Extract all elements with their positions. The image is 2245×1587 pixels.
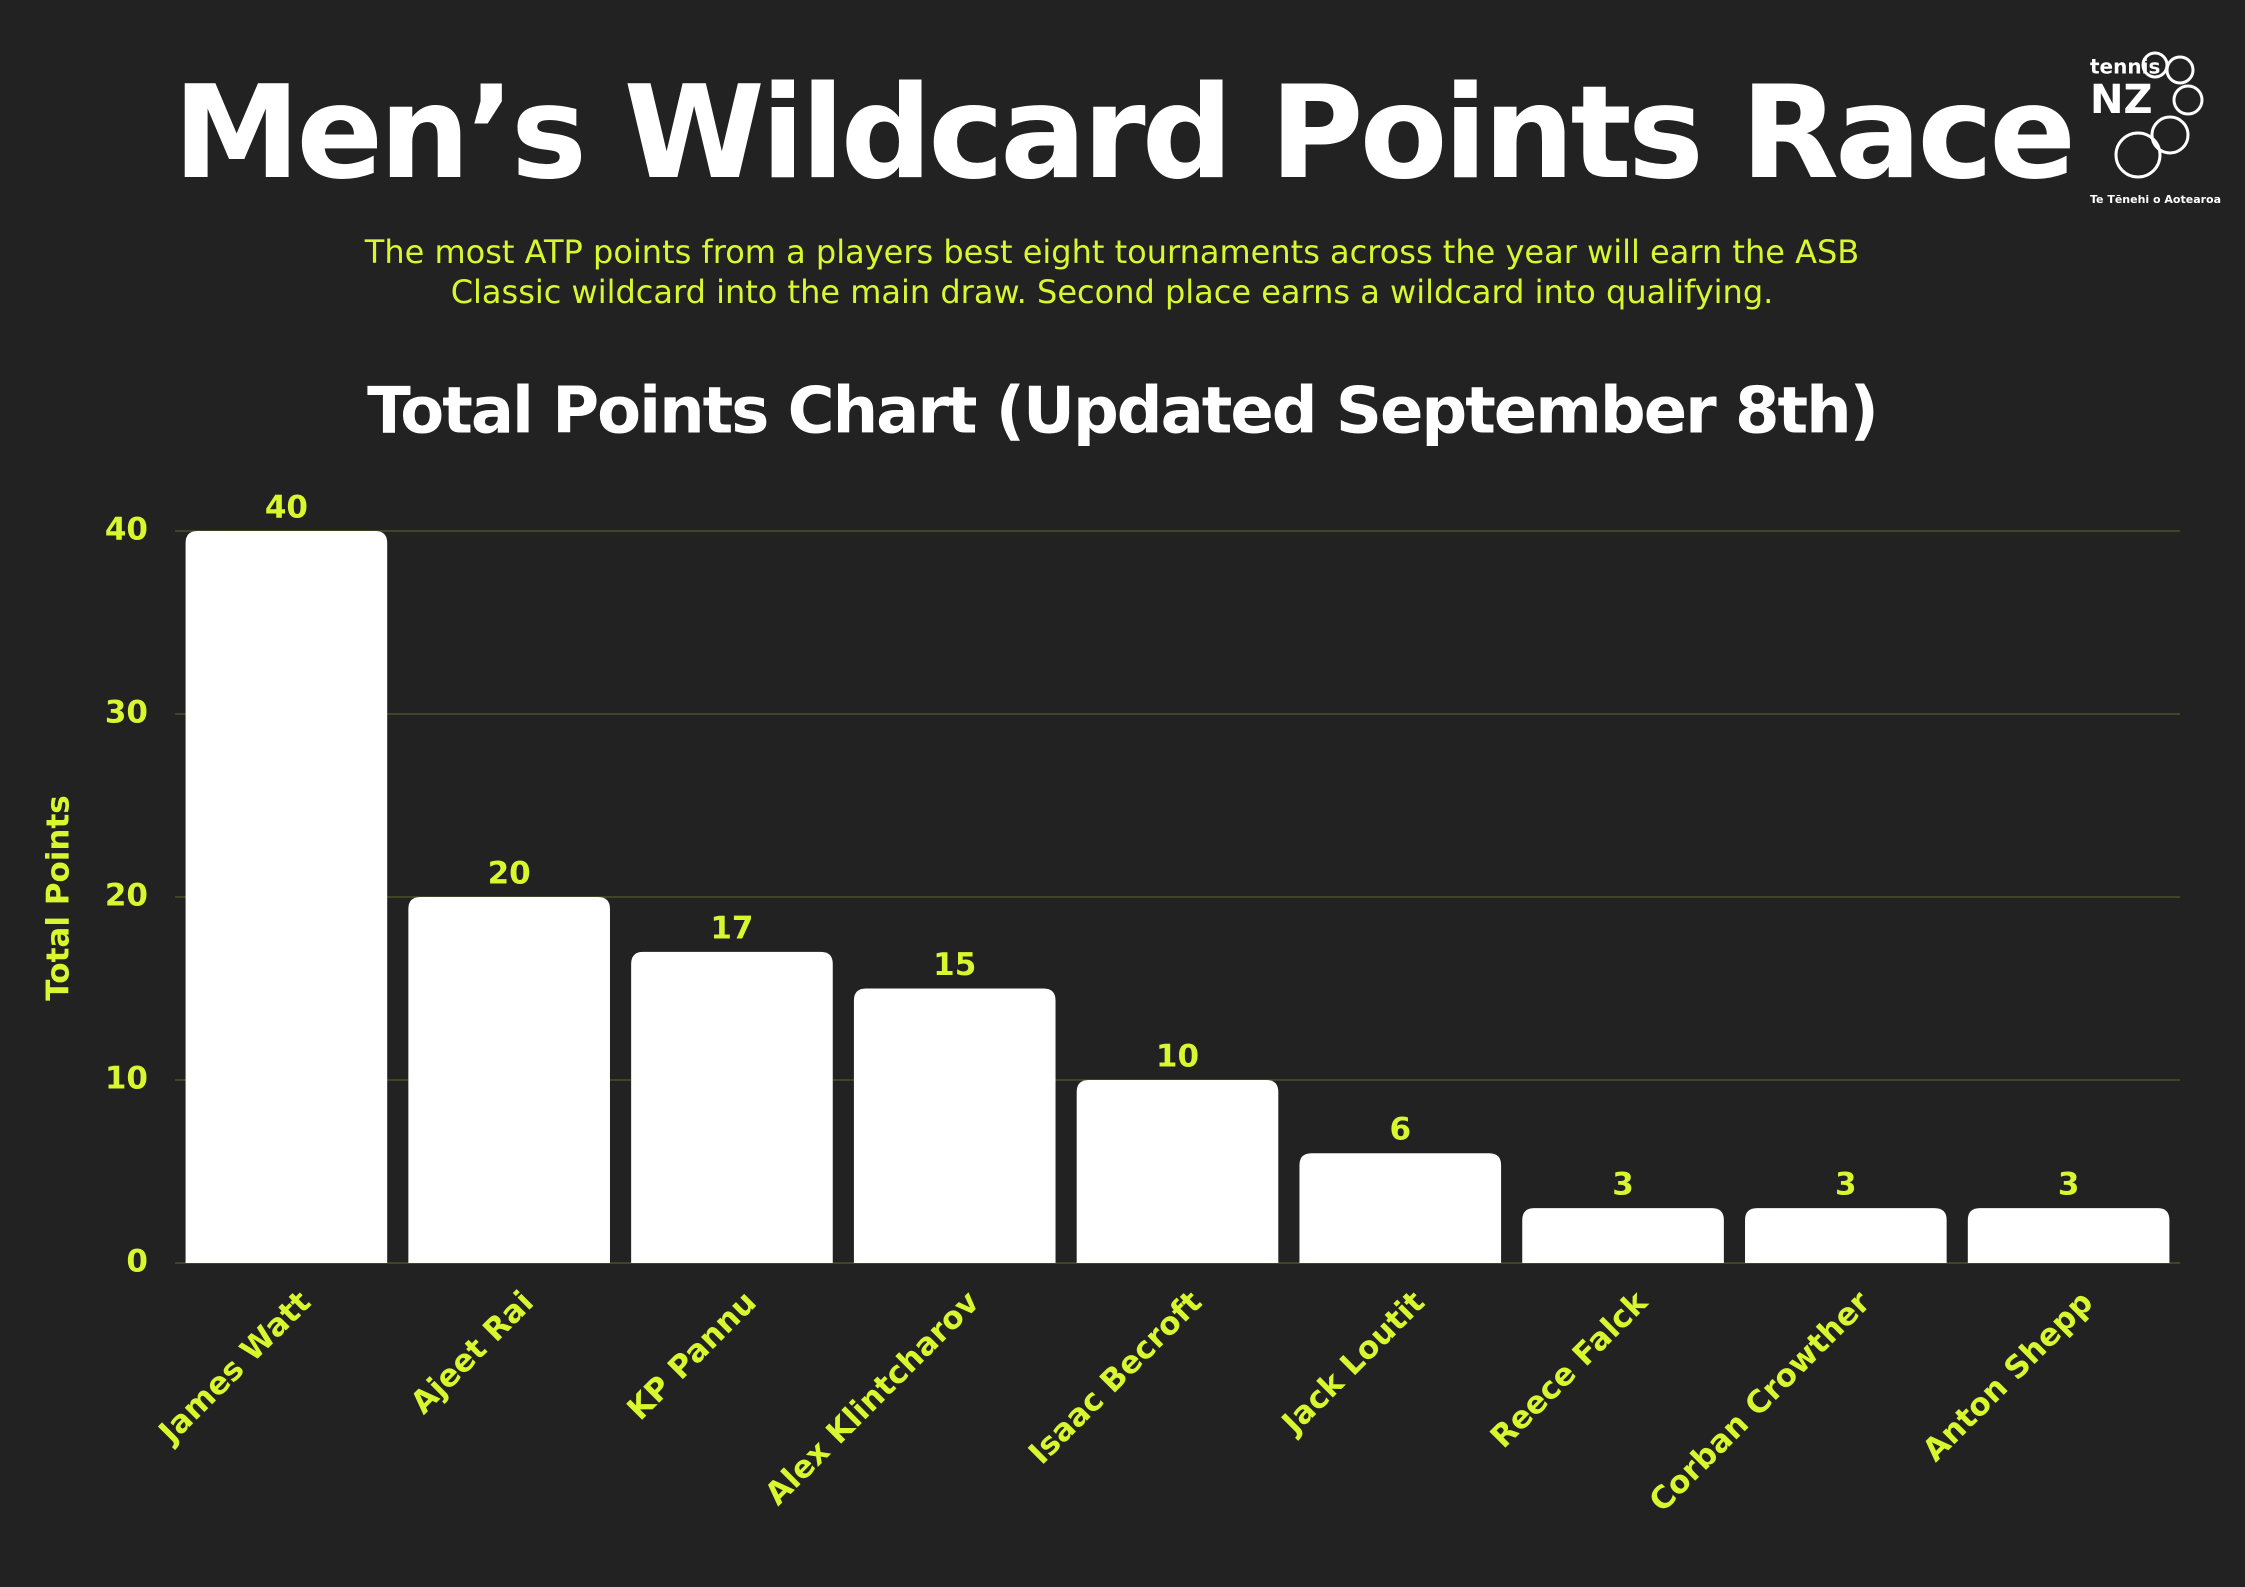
subtitle: The most ATP points from a players best … (364, 233, 1860, 311)
bar (1299, 1153, 1502, 1263)
y-tick-label: 0 (126, 1244, 148, 1280)
value-label: 40 (265, 490, 308, 526)
bar (853, 988, 1056, 1263)
x-tick-label: Anton Shepp (1916, 1284, 2100, 1468)
logo: tennis NZ Te Tēnehi o Aotearoa (2090, 51, 2221, 206)
bar (408, 897, 610, 1263)
bar (185, 531, 388, 1263)
value-label: 3 (1612, 1167, 1634, 1203)
x-tick-label: Corban Crowther (1642, 1284, 1878, 1520)
value-label: 17 (710, 910, 753, 946)
y-tick-label: 40 (105, 512, 148, 548)
page-title: Men’s Wildcard Points Race (172, 59, 2076, 208)
value-label: 15 (933, 947, 976, 983)
logo-tagline: Te Tēnehi o Aotearoa (2090, 193, 2221, 206)
logo-text: tennis (2090, 55, 2160, 79)
bar (1522, 1208, 1724, 1263)
x-tick-label: Jack Loutit (1274, 1284, 1432, 1442)
x-tick-label: Isaac Becroft (1022, 1284, 1209, 1471)
y-axis-label: Total Points (41, 795, 77, 1000)
value-label: 3 (2058, 1167, 2080, 1203)
value-label: 20 (488, 856, 531, 892)
x-tick-label: Reece Falck (1484, 1283, 1656, 1455)
logo-brand: NZ (2090, 77, 2152, 123)
bar (1076, 1080, 1279, 1263)
value-label: 3 (1835, 1167, 1857, 1203)
bar (1967, 1208, 2170, 1263)
y-tick-label: 30 (105, 695, 148, 731)
value-label: 6 (1389, 1112, 1411, 1148)
x-tick-label: Alex Klintcharov (758, 1284, 986, 1512)
bar (1745, 1208, 1947, 1263)
x-tick-label: James Watt (151, 1284, 318, 1451)
y-tick-label: 20 (105, 878, 148, 914)
bar (631, 951, 833, 1263)
x-tick-label: Ajeet Rai (404, 1284, 541, 1421)
x-tick-label: KP Pannu (620, 1284, 763, 1427)
value-label: 10 (1156, 1039, 1199, 1075)
chart-title: Total Points Chart (Updated September 8t… (367, 375, 1877, 449)
y-tick-label: 10 (105, 1061, 148, 1097)
